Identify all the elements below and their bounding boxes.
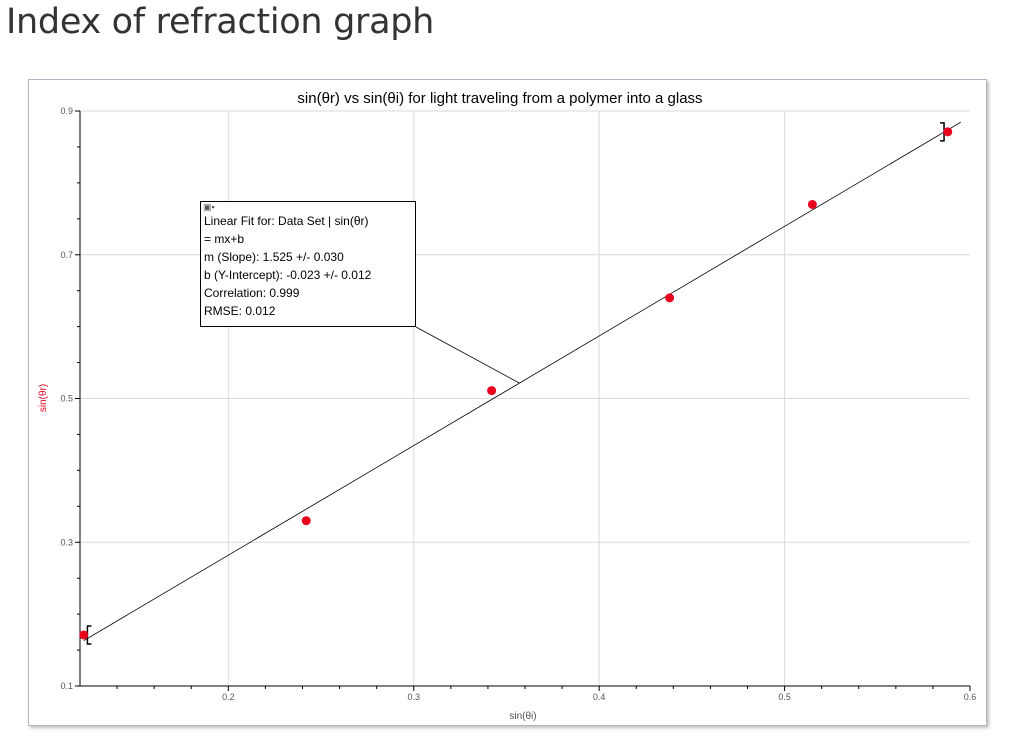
fit-line-5: Correlation: 0.999 [204, 286, 300, 300]
fit-line-1: Linear Fit for: Data Set | sin(θr) [204, 214, 369, 228]
linear-fit-annotation[interactable]: ▣▪ Linear Fit for: Data Set | sin(θr) = … [200, 201, 416, 327]
y-tick-label: 0.3 [60, 537, 73, 547]
x-tick-label: 0.4 [593, 692, 606, 702]
x-tick-label: 0.6 [964, 692, 977, 702]
x-tick-label: 0.5 [778, 692, 791, 702]
y-tick-label: 0.5 [60, 394, 73, 404]
y-axis-label: sin(θr) [38, 384, 49, 412]
y-tick-label: 0.1 [60, 681, 73, 691]
fit-line-6: RMSE: 0.012 [204, 304, 276, 318]
data-point [487, 386, 497, 396]
data-point [943, 127, 953, 137]
annotation-connector [415, 326, 520, 384]
linear-fit-line [83, 121, 961, 642]
fit-line-4: b (Y-Intercept): -0.023 +/- 0.012 [204, 268, 372, 282]
y-tick-label: 0.9 [60, 106, 73, 116]
chart-frame [28, 79, 987, 726]
annotation-options-icon[interactable]: ▣▪ [203, 202, 215, 212]
data-point [665, 293, 675, 303]
data-point [79, 630, 89, 640]
chart-title: sin(θr) vs sin(θi) for light traveling f… [297, 90, 702, 107]
fit-line-2: = mx+b [204, 232, 245, 246]
data-point [301, 516, 311, 526]
fit-line-3: m (Slope): 1.525 +/- 0.030 [204, 250, 344, 264]
x-tick-label: 0.2 [222, 692, 235, 702]
data-point [807, 199, 817, 209]
page-title: Index of refraction graph [6, 2, 435, 42]
x-axis-label: sin(θi) [509, 711, 536, 722]
x-tick-label: 0.3 [407, 692, 420, 702]
y-tick-label: 0.7 [60, 250, 73, 260]
